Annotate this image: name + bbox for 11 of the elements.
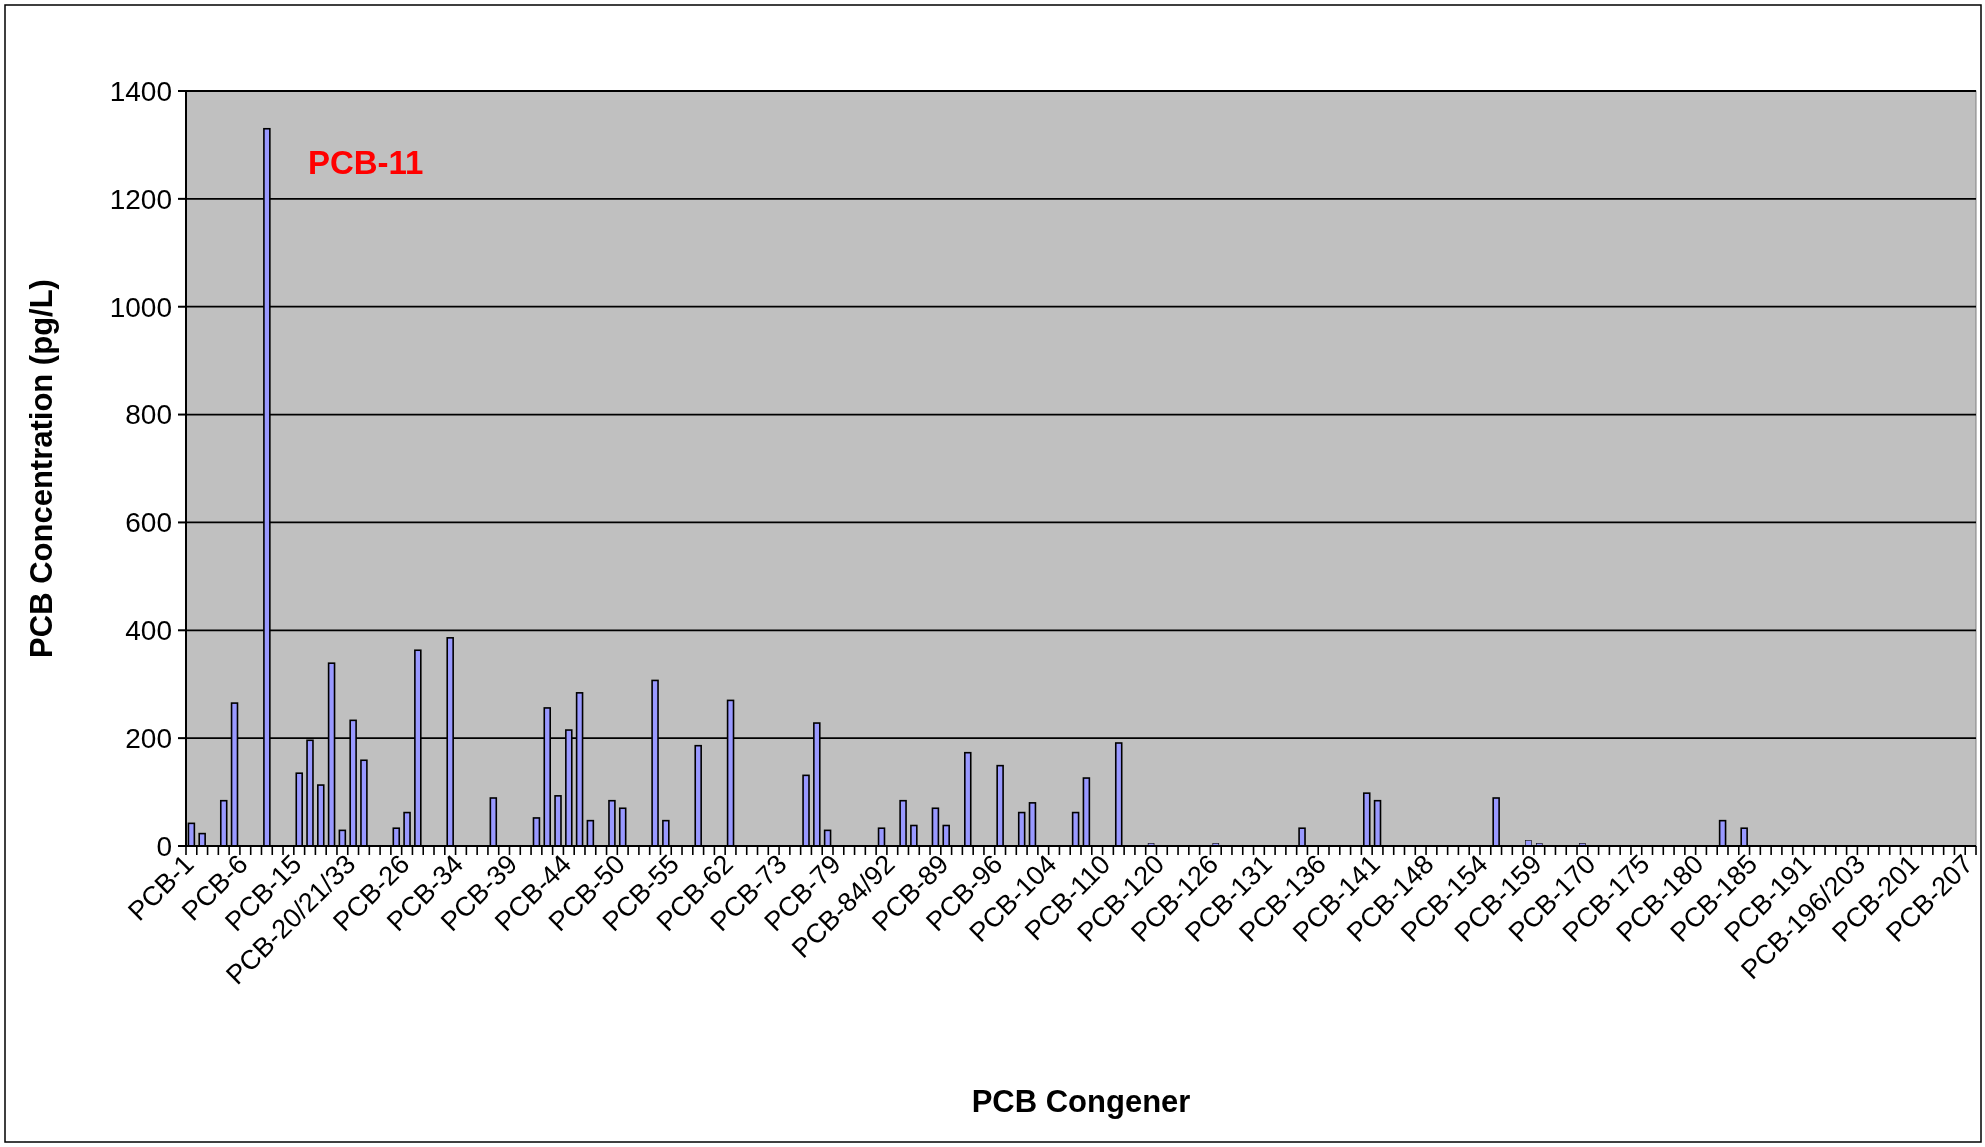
y-tick-label: 0: [156, 830, 172, 862]
y-axis-title: PCB Concentration (pg/L): [24, 279, 59, 658]
y-tick-label: 1200: [109, 183, 172, 215]
y-tick-label: 200: [125, 722, 172, 754]
y-tick-label: 800: [125, 399, 172, 431]
y-tick-label: 1400: [109, 75, 172, 107]
y-tick-label: 1000: [109, 291, 172, 323]
annotation: PCB-11: [307, 143, 424, 181]
y-tick-label: 600: [125, 507, 172, 539]
y-tick-label: 400: [125, 615, 172, 647]
x-axis-title: PCB Congener: [971, 1084, 1191, 1119]
